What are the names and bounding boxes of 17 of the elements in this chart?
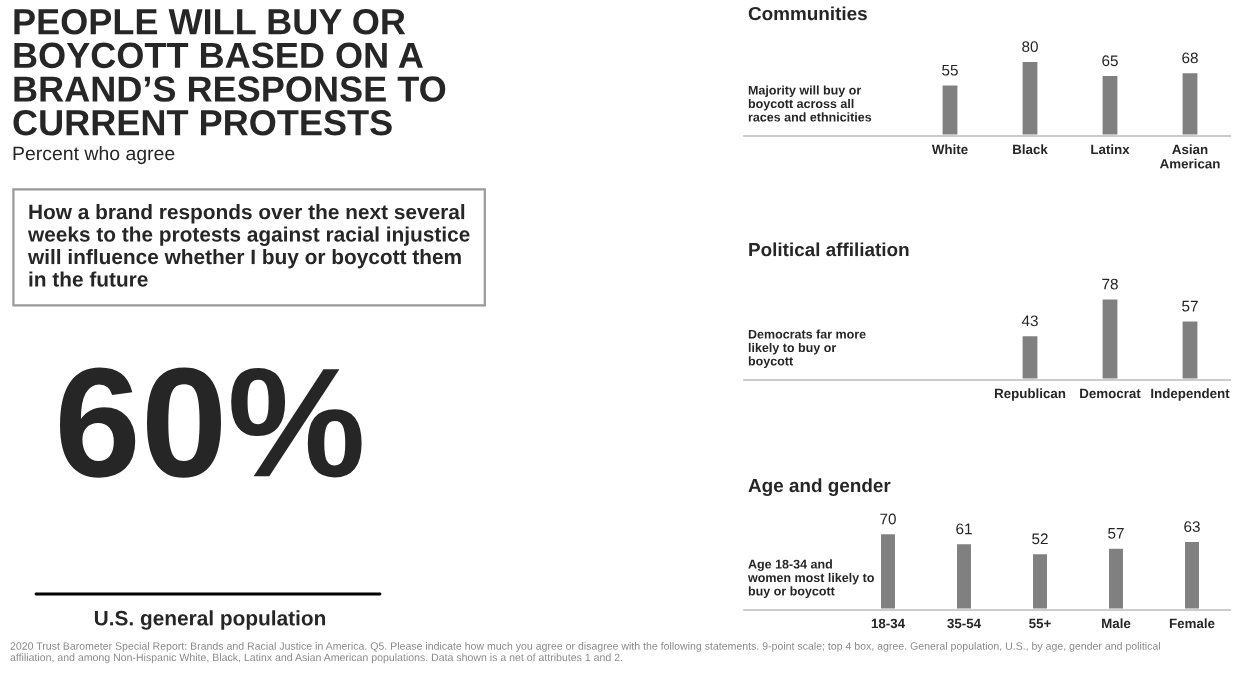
bar [954,541,974,610]
text: 60% [60,367,362,478]
text: Political affiliation [749,242,909,257]
text: U.S. general population [94,610,326,630]
bar [1030,551,1050,610]
bar [878,531,898,610]
bar [1179,70,1201,136]
text: How a brand responds over the next several weeks to the protests against racial injustice will influence whether I buy or boycott them in the future [27,204,470,287]
bar [1019,59,1041,136]
bar [1182,539,1202,610]
bar [1106,545,1126,610]
chart-title: Communities [748,6,867,21]
text: PEOPLE WILL BUY OR BOYCOTT BASED ON A BRAND’S RESPONSE TO CURRENT PROTESTS [13,8,446,136]
bar [939,82,961,136]
chart-title: Age and gender [748,478,891,496]
text: Percent who agree [13,146,175,165]
bar [1099,73,1121,136]
